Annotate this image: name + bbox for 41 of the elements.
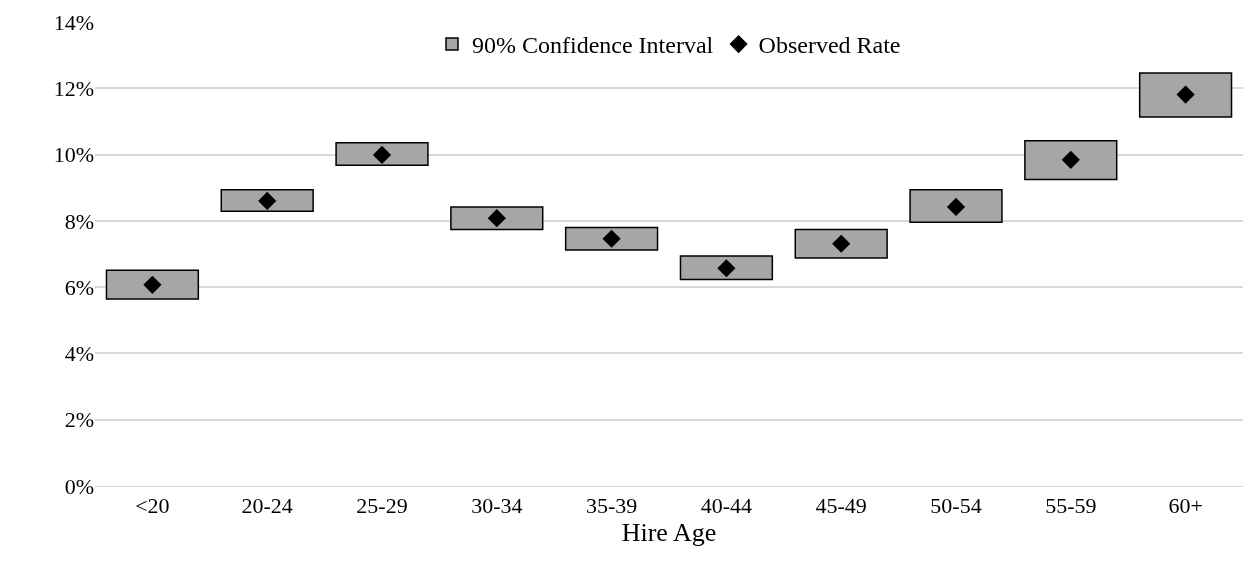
bar bbox=[794, 228, 888, 259]
y-tick-label: 10% bbox=[53, 142, 94, 168]
point bbox=[946, 197, 966, 217]
point bbox=[602, 229, 621, 248]
x-tick-label: 30-34 bbox=[471, 493, 523, 519]
x-axis-title: Hire Age bbox=[621, 518, 717, 548]
y-tick-label: 12% bbox=[53, 75, 94, 101]
bar bbox=[450, 206, 544, 231]
x-tick-label: 45-49 bbox=[815, 493, 867, 519]
point bbox=[717, 259, 736, 278]
bar bbox=[335, 141, 429, 166]
x-tick-label: 25-29 bbox=[356, 493, 408, 519]
bar bbox=[564, 226, 659, 251]
bar bbox=[909, 188, 1003, 223]
y-tick-label: 8% bbox=[64, 208, 94, 234]
point bbox=[832, 234, 851, 253]
bar bbox=[1138, 72, 1233, 118]
point bbox=[1176, 85, 1195, 104]
point bbox=[487, 209, 506, 228]
x-tick-label: <20 bbox=[135, 493, 170, 519]
point bbox=[258, 191, 277, 211]
x-tick-label: 50-54 bbox=[930, 493, 982, 519]
bar bbox=[220, 188, 314, 212]
point bbox=[1061, 150, 1080, 169]
bar bbox=[1024, 139, 1118, 181]
bar bbox=[679, 255, 774, 281]
y-tick-label: 4% bbox=[64, 341, 94, 367]
y-tick-label: 0% bbox=[64, 473, 94, 499]
y-tick-label: 6% bbox=[64, 274, 94, 300]
point bbox=[143, 275, 162, 294]
x-tick-label: 55-59 bbox=[1045, 493, 1097, 519]
x-tick-label: 20-24 bbox=[241, 493, 293, 519]
y-tick-label: 14% bbox=[53, 9, 94, 35]
point bbox=[372, 145, 392, 164]
x-tick-label: 35-39 bbox=[585, 493, 638, 519]
y-tick-label: 2% bbox=[64, 407, 94, 433]
bar bbox=[105, 269, 200, 300]
legend-label: 90% Confidence Interval bbox=[472, 32, 714, 59]
x-tick-label: 60+ bbox=[1168, 493, 1203, 519]
legend-label: Observed Rate bbox=[758, 32, 901, 59]
x-tick-label: 40-44 bbox=[700, 493, 753, 519]
